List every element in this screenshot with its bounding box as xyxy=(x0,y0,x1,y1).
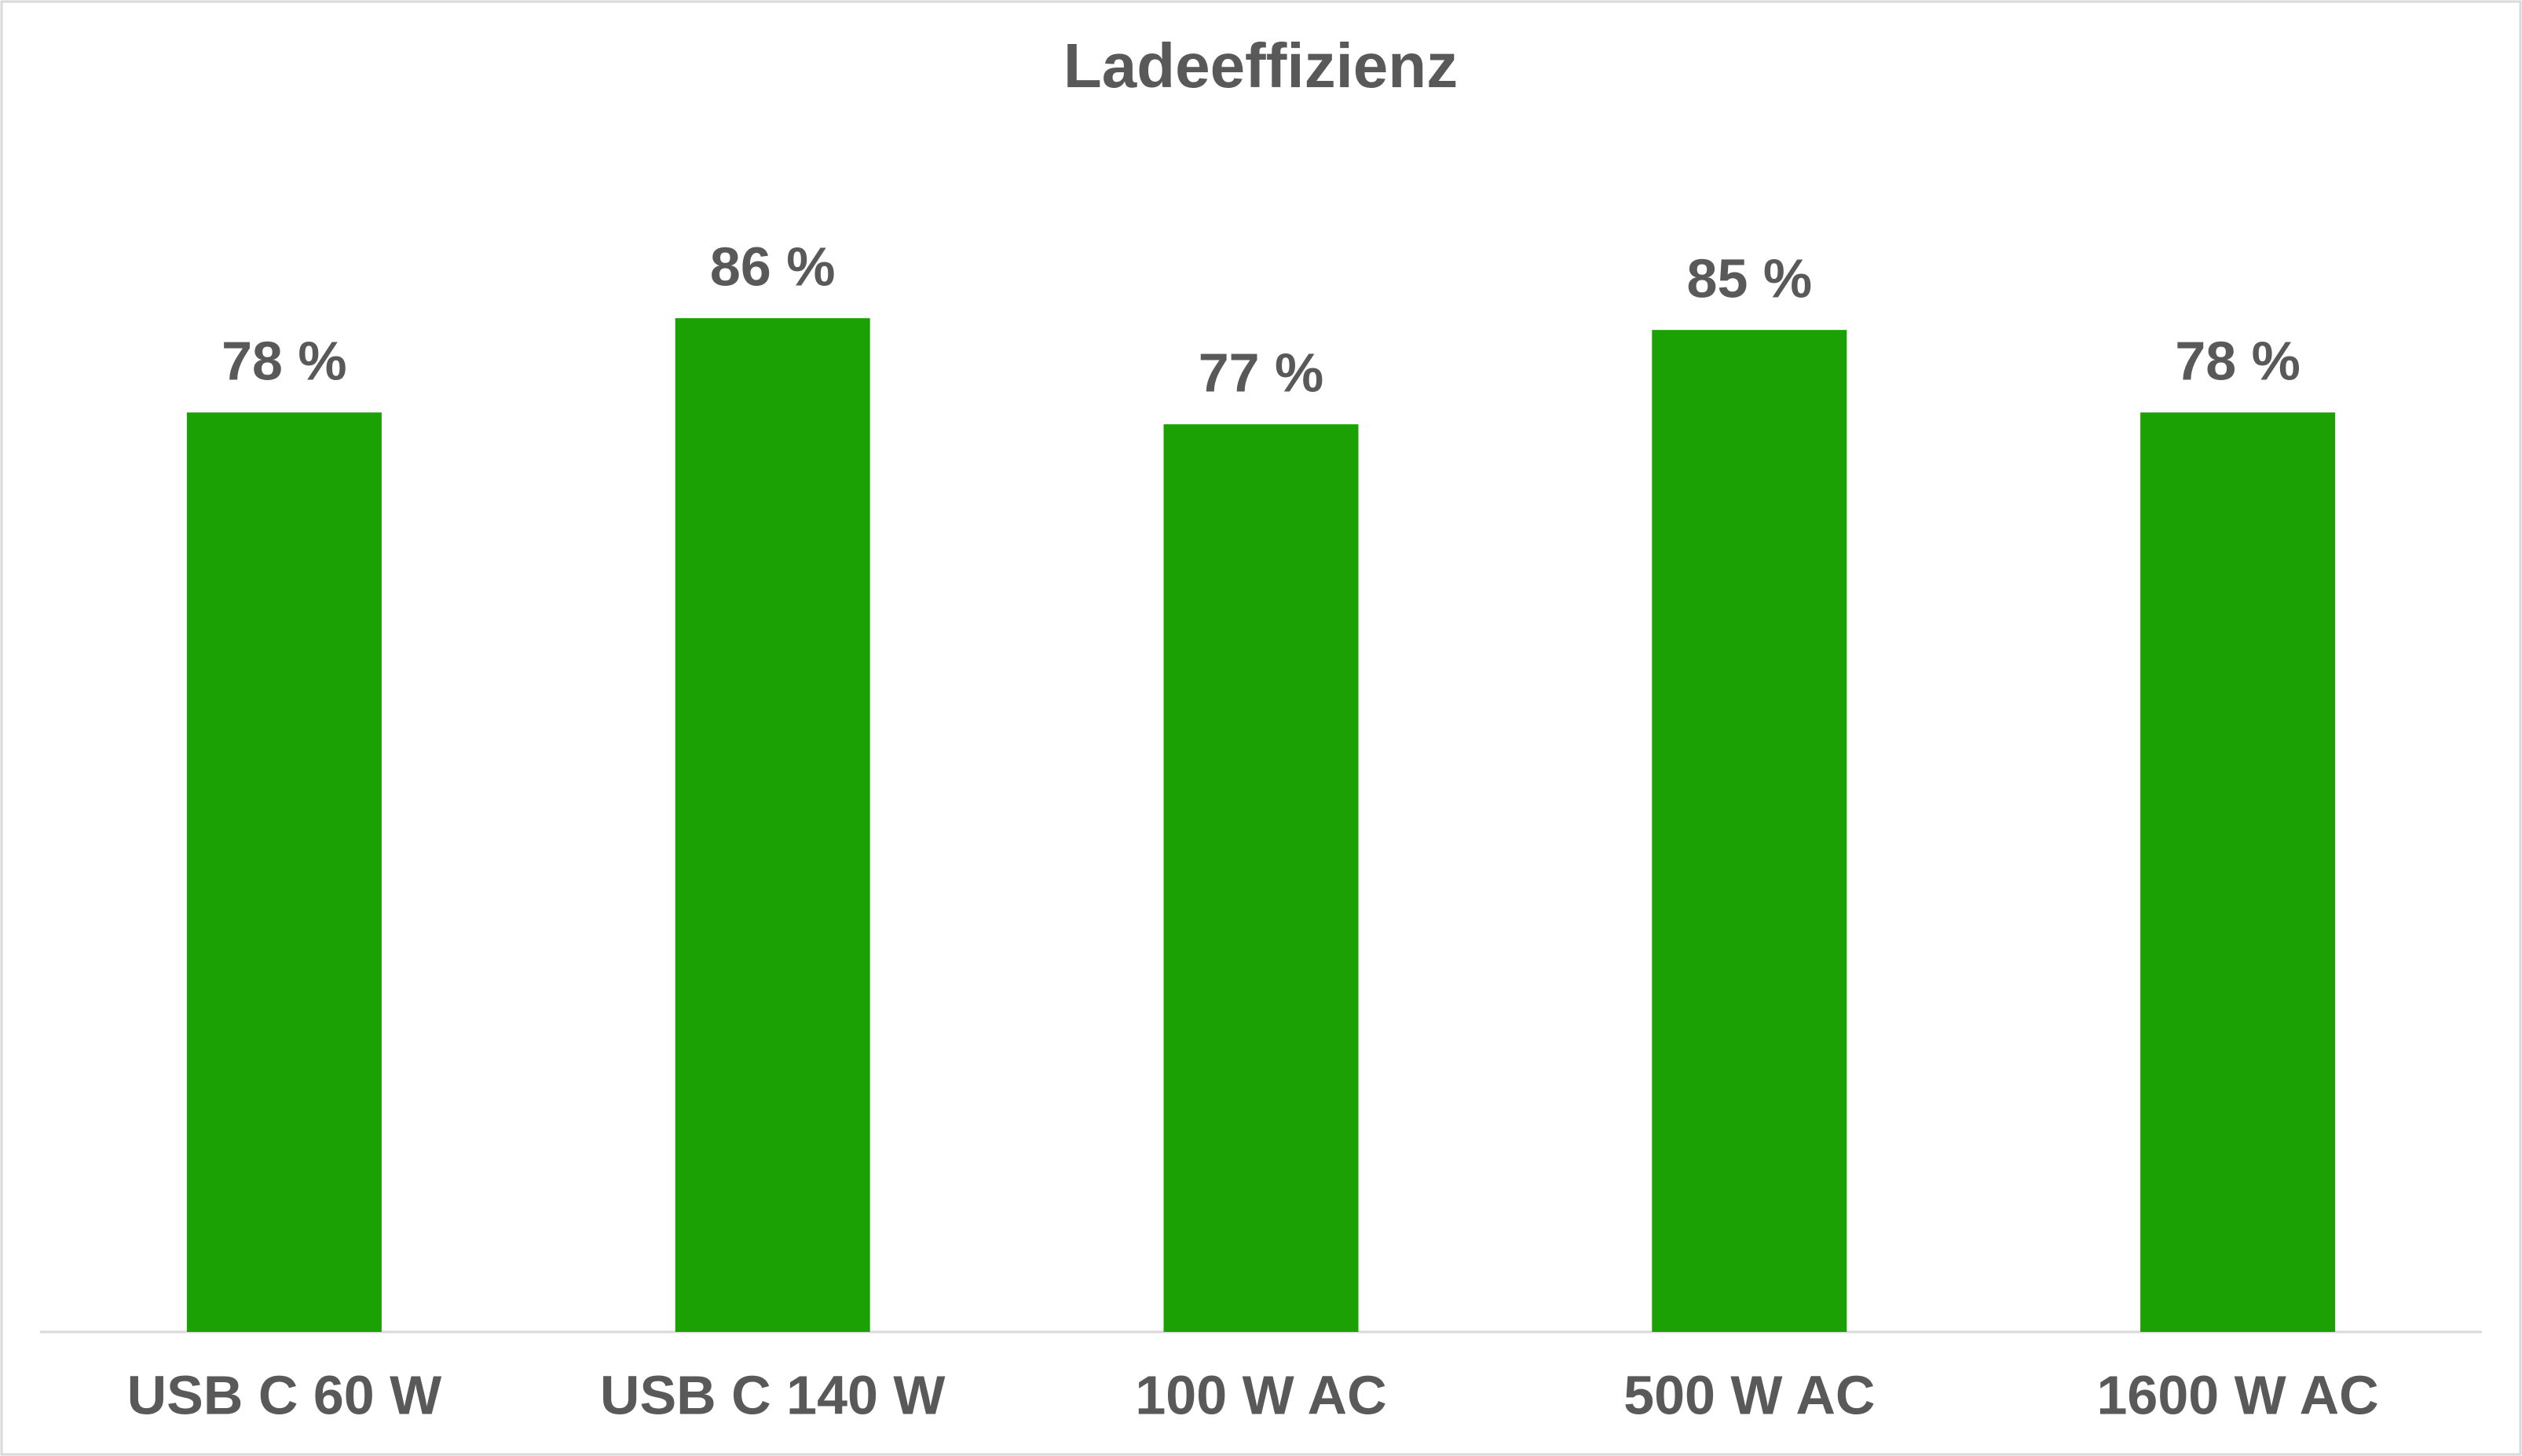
bar xyxy=(1652,330,1847,1332)
value-label: 85 % xyxy=(1687,248,1813,309)
bar xyxy=(2140,412,2336,1332)
bar xyxy=(1163,424,1359,1332)
chart-title: Ladeeffizienz xyxy=(1063,31,1458,101)
value-label: 86 % xyxy=(710,236,836,298)
x-tick-label: 500 W AC xyxy=(1623,1364,1875,1425)
x-tick-label: USB C 140 W xyxy=(600,1364,946,1425)
x-tick-label: 1600 W AC xyxy=(2096,1364,2378,1425)
bar xyxy=(186,412,382,1332)
x-tick-label: 100 W AC xyxy=(1135,1364,1386,1425)
bar xyxy=(675,318,870,1332)
value-label: 77 % xyxy=(1199,342,1324,404)
x-tick-label: USB C 60 W xyxy=(127,1364,442,1425)
value-label: 78 % xyxy=(2175,331,2301,392)
value-label: 78 % xyxy=(221,331,347,392)
